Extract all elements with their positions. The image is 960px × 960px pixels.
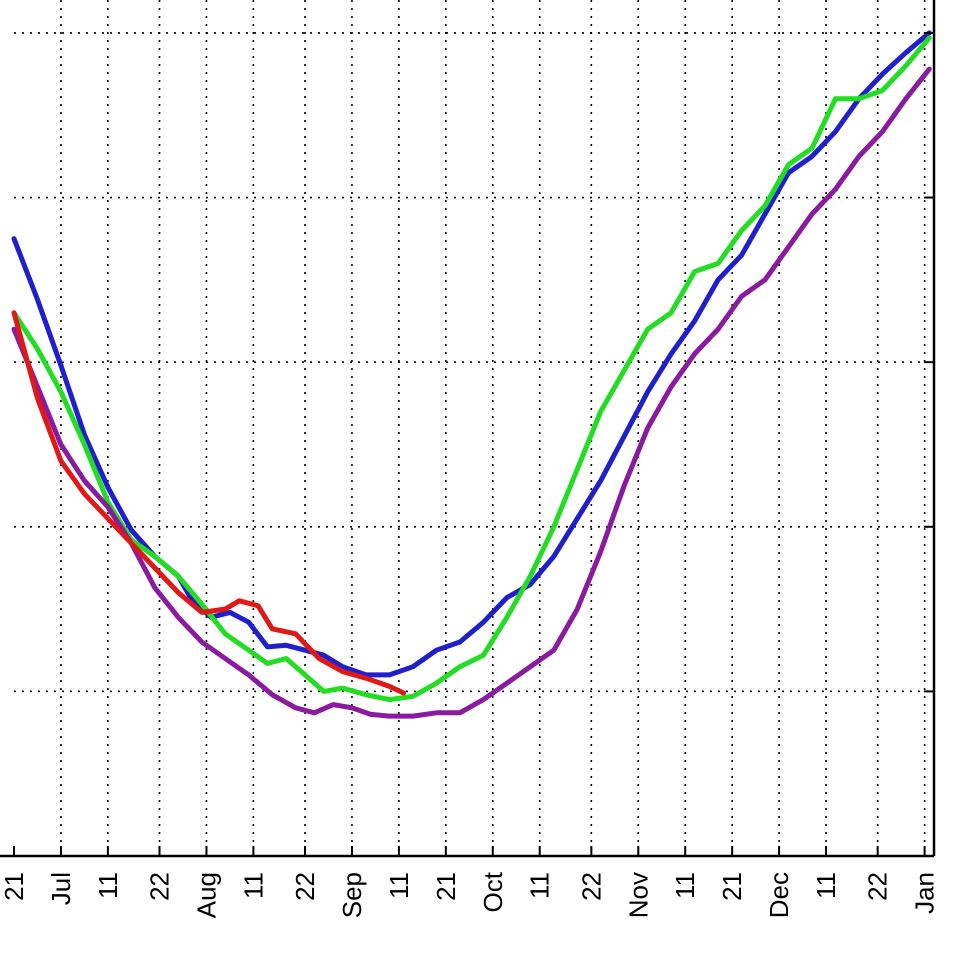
x-tick-label: 21 (431, 872, 461, 901)
x-tick-label: 11 (525, 872, 555, 899)
x-tick-label: Jul (46, 872, 76, 905)
x-tick-label: 22 (290, 872, 320, 901)
x-tick-label: Aug (191, 872, 221, 918)
x-tick-label: 22 (145, 872, 175, 901)
x-tick-label: Oct (478, 871, 508, 912)
grid (14, 0, 934, 856)
x-tick-label: 22 (576, 872, 606, 901)
x-tick-label: Nov (623, 872, 653, 918)
x-tick-label: Dec (764, 872, 794, 918)
axes (0, 0, 936, 858)
x-tick-label: 11 (238, 872, 268, 899)
x-tick-label: 11 (811, 872, 841, 899)
x-tick-label: 11 (384, 872, 414, 899)
x-tick-label: 21 (717, 872, 747, 901)
x-tick-label: 11 (670, 872, 700, 899)
series-lines (11, 30, 932, 719)
series-line (11, 35, 932, 703)
x-tick-label: Jan (910, 872, 940, 914)
x-tick-label: 21 (0, 872, 29, 901)
x-tick-label: 11 (93, 872, 123, 899)
x-tick-labels: 21 Jul 11 22 Aug 11 22 Sep 11 21 Oct 11 22 Nov 11 21 Dec… (0, 871, 940, 918)
x-tick-label: 22 (863, 872, 893, 901)
series-line (11, 66, 932, 719)
x-tick-label: Sep (337, 872, 367, 918)
series-line (11, 310, 407, 696)
